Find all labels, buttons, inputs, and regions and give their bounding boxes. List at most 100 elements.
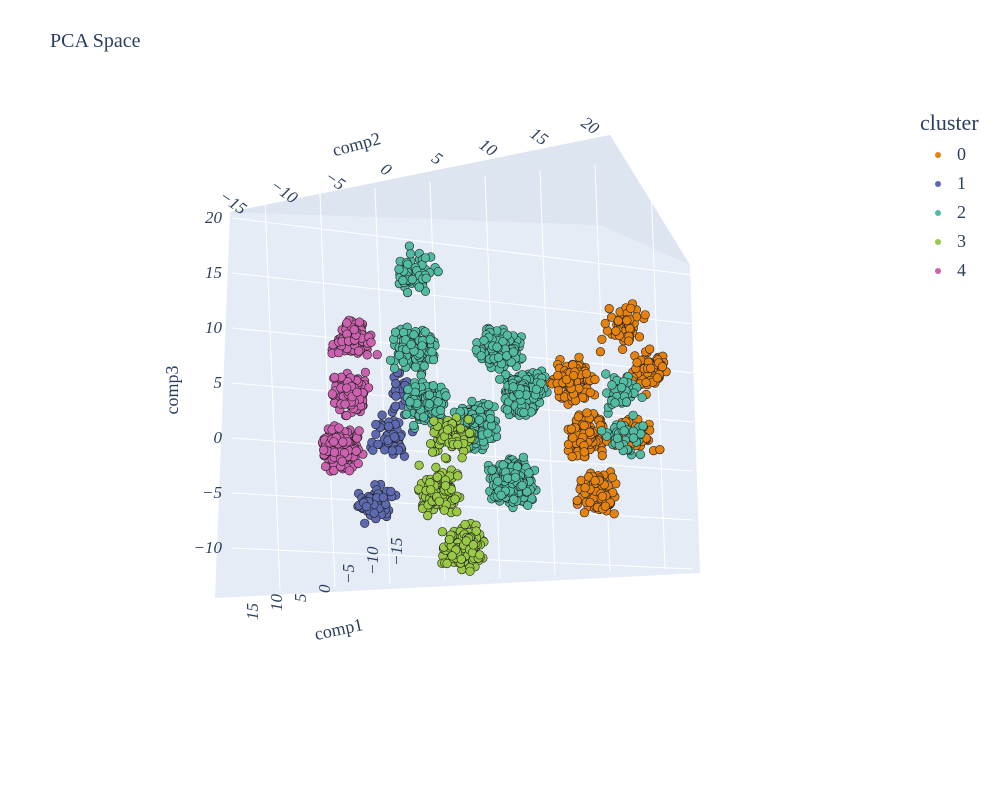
point-cluster-0: [585, 427, 595, 437]
point-cluster-2: [420, 253, 431, 263]
point-cluster-3: [431, 462, 441, 473]
tick-label-comp2: 10: [476, 135, 501, 161]
legend-items: 0 1 2 3 4: [920, 140, 979, 285]
point-cluster-1: [373, 439, 383, 449]
point-cluster-2: [419, 361, 429, 371]
tick-label-comp3: 15: [205, 263, 222, 282]
legend-title: cluster: [920, 110, 979, 135]
point-cluster-2: [394, 264, 404, 274]
point-cluster-3: [456, 423, 466, 434]
point-cluster-3: [426, 439, 436, 449]
point-cluster-2: [619, 426, 629, 436]
point-cluster-2: [403, 288, 413, 298]
point-cluster-0: [600, 501, 610, 511]
point-cluster-0: [582, 408, 592, 418]
data-points[interactable]: [317, 241, 671, 576]
point-cluster-2: [471, 345, 481, 355]
point-cluster-2: [638, 421, 648, 431]
point-cluster-4: [329, 437, 339, 447]
legend-item-cluster-0[interactable]: 0: [920, 140, 979, 169]
point-cluster-1: [369, 508, 379, 518]
legend-item-cluster-3[interactable]: 3: [920, 227, 979, 256]
point-cluster-0: [604, 304, 614, 314]
point-cluster-0: [645, 363, 656, 373]
tick-label-comp1: −15: [387, 538, 406, 566]
point-cluster-4: [366, 337, 376, 348]
point-cluster-0: [567, 452, 577, 462]
point-cluster-2: [485, 414, 496, 424]
tick-label-comp3: −5: [202, 483, 222, 502]
point-cluster-2: [508, 382, 518, 392]
point-cluster-0: [597, 334, 607, 345]
point-cluster-2: [506, 357, 516, 367]
legend-item-cluster-2[interactable]: 2: [920, 198, 979, 227]
point-cluster-2: [523, 500, 533, 511]
tick-label-comp2: 20: [578, 113, 603, 139]
point-cluster-3: [440, 453, 450, 463]
point-cluster-2: [389, 363, 400, 373]
point-cluster-1: [386, 486, 396, 497]
point-cluster-4: [352, 387, 362, 397]
point-cluster-0: [579, 508, 590, 518]
point-cluster-3: [456, 554, 466, 564]
point-cluster-0: [585, 497, 595, 508]
point-cluster-2: [421, 273, 431, 283]
point-cluster-2: [502, 330, 512, 340]
point-cluster-2: [597, 426, 607, 436]
axis-title-comp2: comp2: [330, 128, 383, 160]
series-3[interactable]: [414, 413, 489, 576]
point-cluster-2: [414, 282, 424, 292]
point-cluster-0: [613, 316, 623, 326]
point-cluster-0: [595, 347, 606, 357]
point-cluster-2: [503, 473, 513, 483]
grid-line-y: [539, 169, 556, 576]
point-cluster-0: [626, 303, 636, 313]
legend-item-cluster-1[interactable]: 1: [920, 169, 979, 198]
grid-line-z: [231, 272, 694, 325]
point-cluster-2: [406, 339, 416, 350]
point-cluster-3: [450, 494, 460, 504]
point-cluster-1: [387, 446, 397, 456]
tick-label-comp1: 10: [267, 594, 286, 612]
point-cluster-2: [407, 274, 417, 285]
point-cluster-2: [398, 357, 409, 367]
legend-label: 4: [957, 260, 966, 280]
point-cluster-3: [442, 425, 453, 435]
tick-label-comp1: −5: [339, 564, 358, 584]
legend-item-cluster-4[interactable]: 4: [920, 256, 979, 285]
point-cluster-2: [467, 396, 477, 407]
point-cluster-2: [424, 399, 434, 409]
point-cluster-0: [609, 509, 619, 519]
point-cluster-2: [394, 350, 404, 360]
point-cluster-2: [518, 452, 529, 462]
tick-label-comp1: 5: [291, 594, 310, 603]
point-cluster-2: [425, 335, 435, 345]
point-cluster-2: [433, 267, 443, 277]
point-cluster-1: [390, 401, 401, 411]
point-cluster-0: [563, 439, 574, 450]
point-cluster-2: [509, 494, 519, 505]
tick-label-comp2: 15: [527, 124, 552, 149]
point-cluster-0: [579, 421, 589, 431]
point-cluster-0: [581, 369, 592, 379]
point-cluster-0: [617, 344, 628, 355]
point-cluster-0: [580, 483, 590, 493]
point-cluster-0: [574, 352, 584, 362]
point-cluster-2: [628, 410, 638, 420]
point-cluster-2: [637, 392, 647, 403]
point-cluster-3: [453, 439, 463, 450]
point-cluster-0: [657, 362, 668, 372]
legend-label: 2: [957, 202, 966, 222]
point-cluster-3: [414, 484, 424, 494]
point-cluster-2: [436, 405, 446, 416]
point-cluster-0: [622, 315, 632, 326]
point-cluster-2: [401, 409, 412, 419]
point-cluster-0: [634, 332, 645, 342]
point-cluster-2: [390, 327, 401, 337]
point-cluster-0: [590, 476, 600, 486]
point-cluster-3: [468, 540, 479, 550]
point-cluster-4: [349, 325, 359, 335]
tick-label-comp2: 0: [377, 159, 395, 180]
legend-swatch: [935, 267, 941, 274]
